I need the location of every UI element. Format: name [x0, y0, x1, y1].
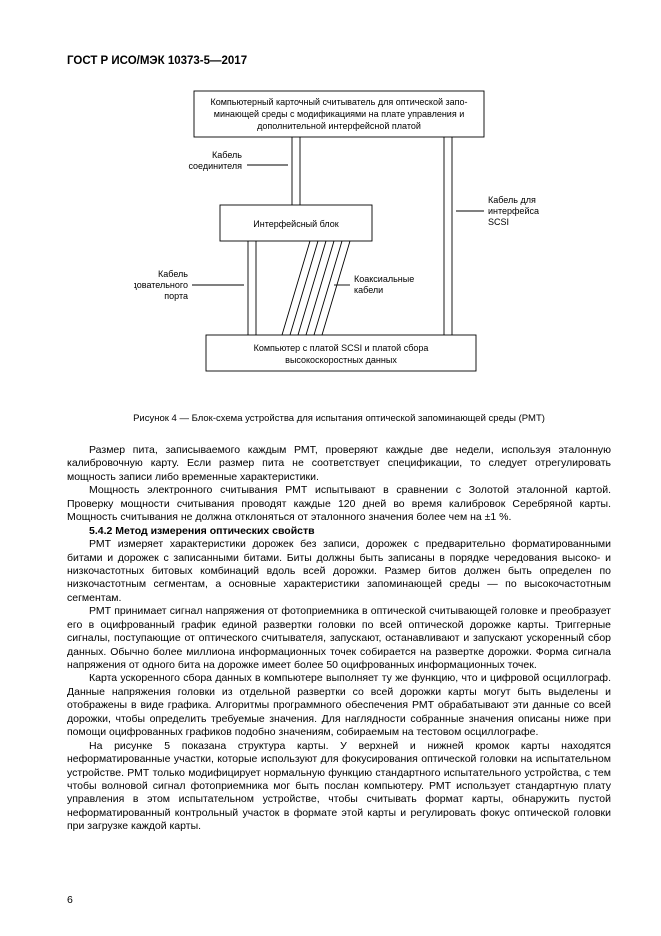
svg-text:Кабель: Кабель [158, 269, 188, 279]
svg-text:кабели: кабели [354, 285, 383, 295]
svg-text:Коаксиальные: Коаксиальные [354, 274, 414, 284]
para-2: Мощность электронного считывания РМТ исп… [67, 484, 611, 524]
svg-text:Кабель для: Кабель для [488, 195, 536, 205]
para-1: Размер пита, записываемого каждым РМТ, п… [67, 444, 611, 484]
svg-text:Кабель: Кабель [212, 150, 242, 160]
svg-text:Интерфейсный блок: Интерфейсный блок [253, 219, 338, 229]
doc-header: ГОСТ Р ИСО/МЭК 10373-5—2017 [67, 55, 611, 67]
svg-text:последовательного: последовательного [134, 280, 188, 290]
figure-4-diagram: Компьютерный карточный считыватель для о… [134, 85, 544, 405]
svg-text:порта: порта [164, 291, 188, 301]
svg-text:дополнительной интерфейсной пл: дополнительной интерфейсной платой [257, 121, 421, 131]
svg-text:высокоскоростных данных: высокоскоростных данных [285, 355, 397, 365]
figure-4-caption: Рисунок 4 — Блок-схема устройства для ис… [67, 413, 611, 424]
section-heading: 5.4.2 Метод измерения оптических свойств [67, 525, 611, 538]
para-4: РМТ принимает сигнал напряжения от фотоп… [67, 605, 611, 672]
svg-text:Компьютерный карточный считыва: Компьютерный карточный считыватель для о… [210, 97, 467, 107]
para-3: РМТ измеряет характеристики дорожек без … [67, 538, 611, 605]
para-5: Карта ускоренного сбора данных в компьют… [67, 672, 611, 739]
body-text: Размер пита, записываемого каждым РМТ, п… [67, 444, 611, 834]
svg-text:SCSI: SCSI [488, 217, 509, 227]
svg-text:соединителя: соединителя [188, 161, 242, 171]
svg-text:Компьютер с платой SCSI и плат: Компьютер с платой SCSI и платой сбора [254, 343, 429, 353]
svg-text:минающей среды с модификациями: минающей среды с модификациями на плате … [214, 109, 464, 119]
page-number: 6 [67, 894, 73, 906]
svg-text:интерфейса: интерфейса [488, 206, 539, 216]
para-6: На рисунке 5 показана структура карты. У… [67, 740, 611, 834]
